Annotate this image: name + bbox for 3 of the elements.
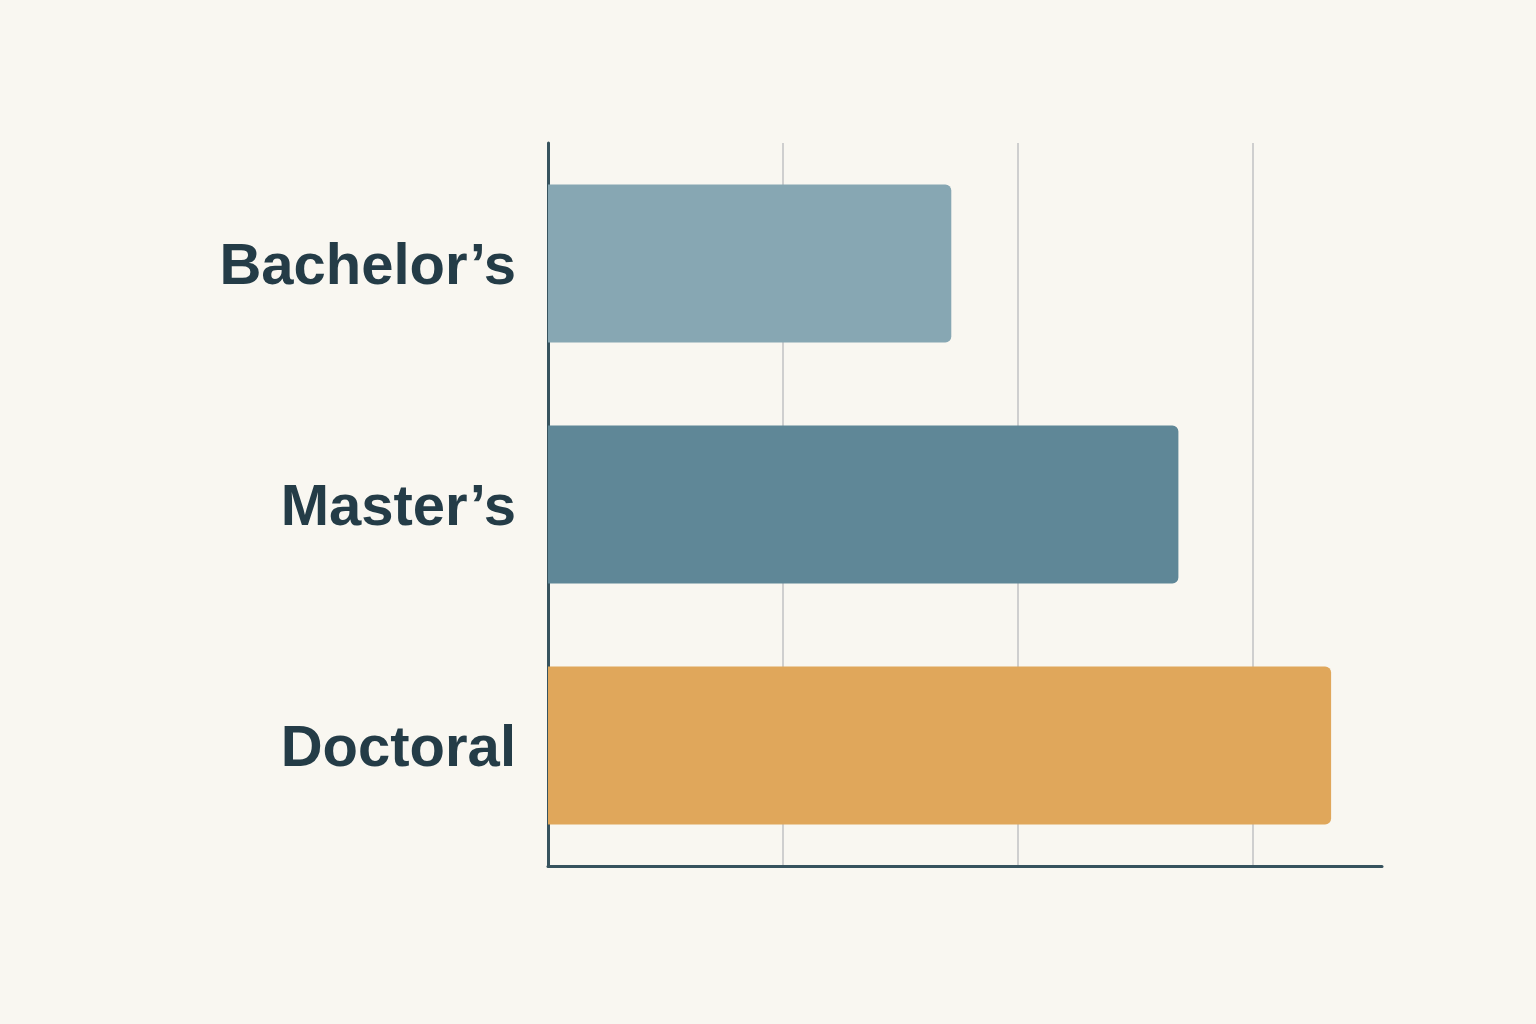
y-tick-label: Bachelor’s	[219, 231, 516, 296]
y-tick-label: Master’s	[280, 472, 516, 537]
y-tick-label: Doctoral	[280, 713, 516, 778]
